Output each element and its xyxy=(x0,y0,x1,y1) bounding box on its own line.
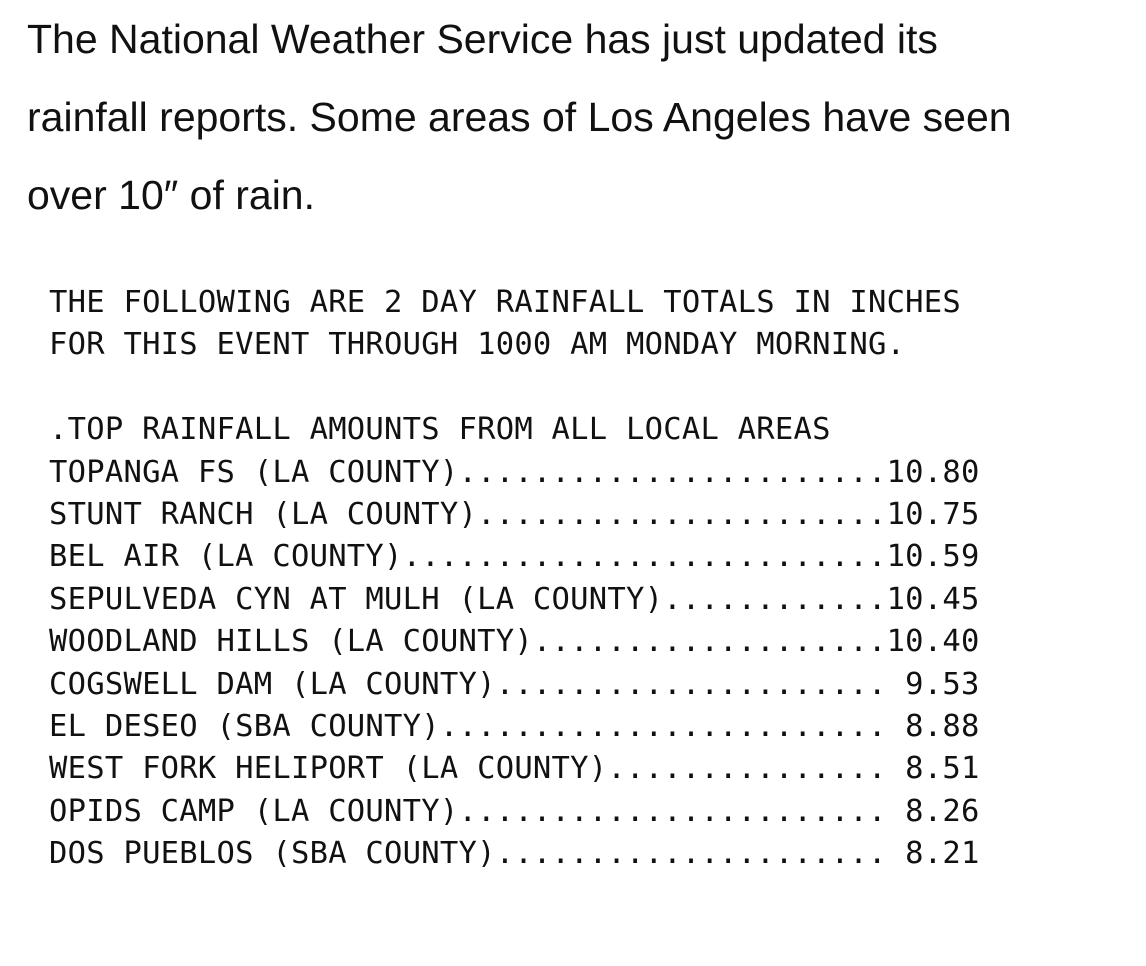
report-row-sepulveda: SEPULVEDA CYN AT MULH (LA COUNTY).......… xyxy=(49,581,980,617)
report-row-stunt-ranch: STUNT RANCH (LA COUNTY).................… xyxy=(49,496,980,532)
report-header-line-1: THE FOLLOWING ARE 2 DAY RAINFALL TOTALS … xyxy=(49,285,962,320)
report-header-line-2: FOR THIS EVENT THROUGH 1000 AM MONDAY MO… xyxy=(49,327,906,363)
intro-paragraph: The National Weather Service has just up… xyxy=(27,0,1127,234)
report-spacer xyxy=(49,367,980,409)
report-section-title: .TOP RAINFALL AMOUNTS FROM ALL LOCAL ARE… xyxy=(49,412,831,448)
intro-line-3: over 10″ of rain. xyxy=(27,172,316,218)
report-row-cogswell-dam: COGSWELL DAM (LA COUNTY)................… xyxy=(49,666,980,702)
rainfall-report: THE FOLLOWING ARE 2 DAY RAINFALL TOTALS … xyxy=(49,282,980,875)
report-row-topanga: TOPANGA FS (LA COUNTY)..................… xyxy=(49,454,980,490)
report-row-dos-pueblos: DOS PUEBLOS (SBA COUNTY)................… xyxy=(49,836,980,872)
report-row-bel-air: BEL AIR (LA COUNTY).....................… xyxy=(49,539,980,575)
intro-line-1: The National Weather Service has just up… xyxy=(27,16,938,62)
report-row-woodland-hills: WOODLAND HILLS (LA COUNTY)..............… xyxy=(49,624,980,660)
intro-line-2: rainfall reports. Some areas of Los Ange… xyxy=(27,94,1012,140)
report-row-west-fork: WEST FORK HELIPORT (LA COUNTY)..........… xyxy=(49,751,980,787)
report-row-el-deseo: EL DESEO (SBA COUNTY)...................… xyxy=(49,708,980,744)
report-row-opids-camp: OPIDS CAMP (LA COUNTY)..................… xyxy=(49,793,980,829)
